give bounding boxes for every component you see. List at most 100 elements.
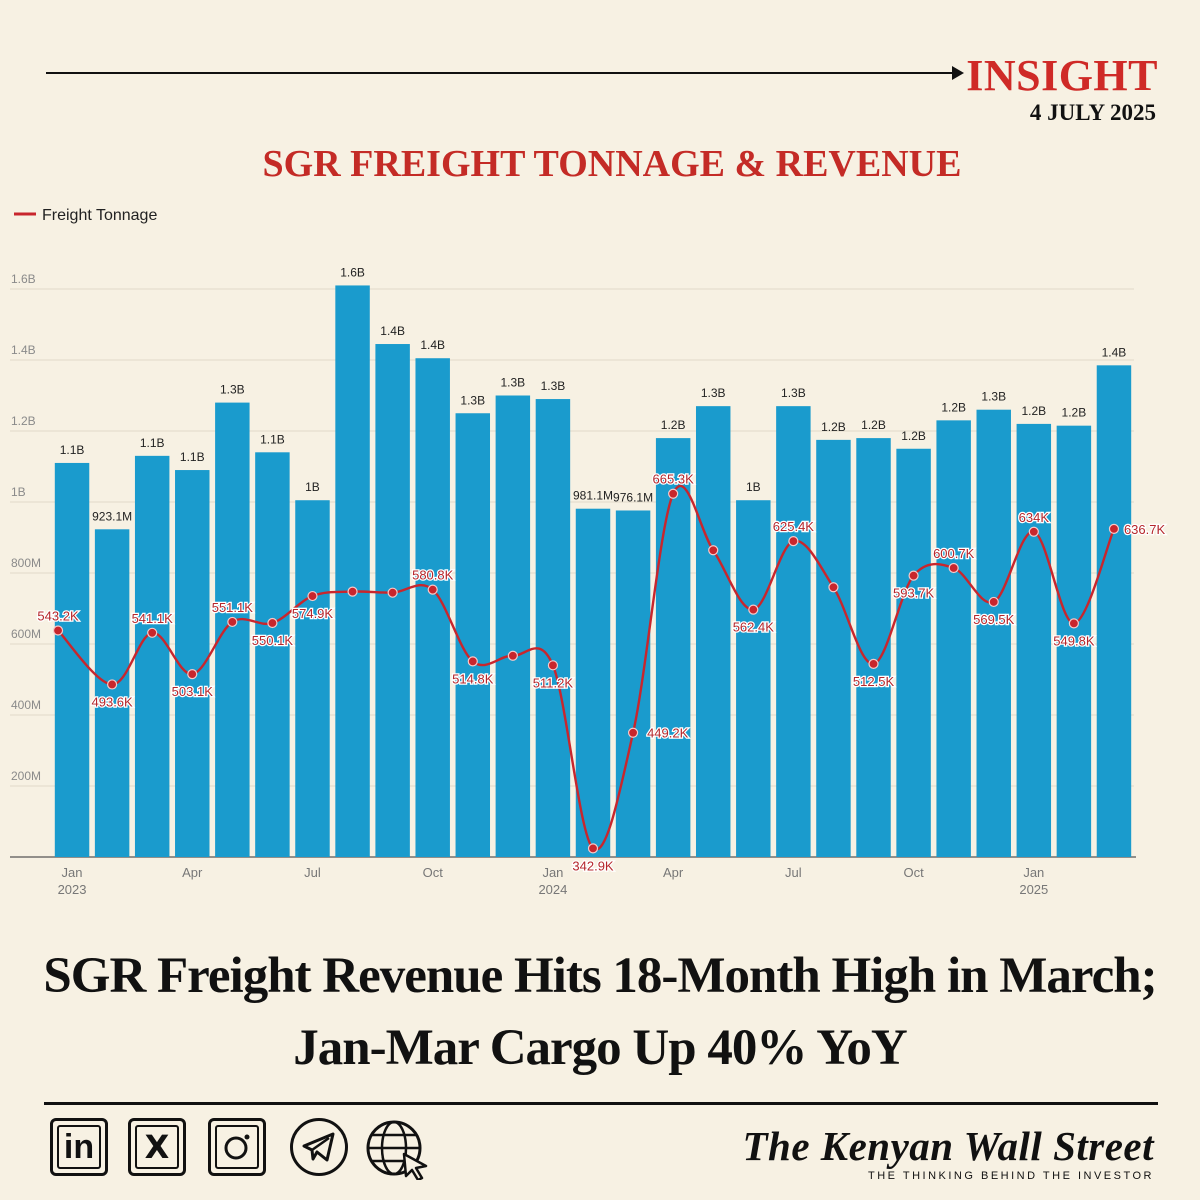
line-value-label: 511.2K <box>533 675 574 690</box>
legend: Freight Tonnage <box>14 207 157 224</box>
bar <box>94 529 130 857</box>
bar <box>896 448 931 857</box>
x-axis-ticks: Jan 2023 Apr Jul Oct Jan 2024 Apr Jul Oct Jan 2025 <box>58 865 1049 897</box>
x-tick-label: Oct <box>423 865 444 880</box>
line-data-labels: 543.2K 493.6K 541.1K 503.1K 551.1K 550.1K 574.… <box>36 470 1167 874</box>
bar-value-label: 1.2B <box>1021 404 1046 418</box>
line-value-label: 493.6K <box>92 694 134 709</box>
bar-value-label: 1.3B <box>541 379 566 393</box>
headline-line-2: Jan-Mar Cargo Up 40% YoY <box>293 1020 907 1076</box>
headline: SGR Freight Revenue Hits 18-Month High i… <box>0 940 1200 1084</box>
line-point <box>547 660 559 671</box>
bar-value-label: 1.6B <box>340 265 365 279</box>
line-point <box>507 650 518 661</box>
bar-value-label: 1.2B <box>661 418 686 432</box>
y-tick-label: 200M <box>11 769 41 783</box>
bar-value-label: 923.1M <box>92 509 132 523</box>
x-tick-label: Jan <box>62 865 83 880</box>
line-point <box>828 582 839 593</box>
bar <box>1096 365 1132 857</box>
line-point <box>908 570 919 581</box>
line-point <box>427 584 438 595</box>
telegram-icon[interactable] <box>290 1118 348 1176</box>
x-tick-label: Jan <box>1023 865 1044 880</box>
line-point <box>948 562 959 574</box>
line-point <box>467 656 478 667</box>
brand-name: The Kenyan Wall Street <box>742 1123 1154 1169</box>
chart-title: SGR FREIGHT TONNAGE & REVENUE <box>262 143 962 185</box>
line-value-label: 550.1K <box>252 633 294 648</box>
bar-value-label: 1.2B <box>821 420 846 434</box>
bar <box>335 285 370 857</box>
bar-value-label: 1.1B <box>180 450 205 464</box>
line-value-label: 514.8K <box>452 671 494 686</box>
line-point <box>868 658 879 670</box>
line-series <box>52 484 1120 854</box>
arrow-right-icon <box>952 66 964 80</box>
line-point <box>387 587 398 598</box>
instagram-icon[interactable] <box>208 1118 266 1176</box>
line-value-label: 541.1K <box>132 611 174 626</box>
bar <box>936 420 971 857</box>
bar-value-label: 1.3B <box>220 383 245 397</box>
bar-value-label: 1B <box>305 480 320 494</box>
bar-value-label: 1.3B <box>460 393 485 407</box>
brand-tagline: THE THINKING BEHIND THE INVESTOR <box>868 1170 1154 1182</box>
insight-label: INSIGHT <box>966 51 1158 100</box>
line-point <box>1068 618 1079 629</box>
line-point <box>627 727 639 738</box>
bar <box>615 510 651 857</box>
linkedin-icon[interactable]: in <box>50 1118 108 1176</box>
bar-value-label: 976.1M <box>613 490 653 504</box>
y-tick-label: 1B <box>11 485 26 499</box>
y-tick-label: 400M <box>11 698 41 712</box>
bar <box>816 439 851 857</box>
line-point <box>708 545 719 556</box>
instagram-glyph <box>215 1125 259 1169</box>
line-value-label: 569.5K <box>973 612 1015 627</box>
bar-value-label: 1.3B <box>781 386 806 400</box>
line-point <box>668 488 679 499</box>
line-value-label: 580.8K <box>412 568 454 583</box>
bar <box>215 402 250 857</box>
x-tick-year: 2023 <box>58 882 87 897</box>
bar <box>255 452 290 857</box>
x-tick-label: Apr <box>663 865 684 880</box>
bar-series <box>54 285 1132 857</box>
x-tick-label: Jul <box>304 865 321 880</box>
y-tick-label: 1.6B <box>11 272 36 286</box>
line-point <box>1108 523 1120 534</box>
bar-value-label: 1.4B <box>380 324 405 338</box>
line-value-label: 574.9K <box>292 606 334 621</box>
bar <box>736 500 771 857</box>
linkedin-glyph: in <box>57 1125 101 1169</box>
headline-line-1: SGR Freight Revenue Hits 18-Month High i… <box>43 948 1157 1004</box>
bar-value-label: 1.1B <box>140 436 165 450</box>
x-tick-year: 2025 <box>1019 882 1048 897</box>
y-tick-label: 1.2B <box>11 414 36 428</box>
line-point <box>347 586 358 597</box>
tonnage-line <box>57 484 1116 851</box>
line-value-label: 449.2K <box>647 726 689 741</box>
line-point <box>107 679 118 690</box>
line-value-label: 543.2K <box>37 609 79 624</box>
globe-web-icon[interactable] <box>364 1118 430 1182</box>
bar <box>1016 423 1052 857</box>
line-point <box>147 627 158 638</box>
top-rule <box>46 72 956 74</box>
bar-value-label: 1.3B <box>701 386 726 400</box>
bar-value-label: 1.3B <box>981 390 1006 404</box>
x-glyph: X <box>135 1125 179 1169</box>
bar <box>575 508 611 857</box>
x-tick-label: Oct <box>903 865 924 880</box>
line-point <box>267 617 278 629</box>
bar <box>655 438 691 857</box>
line-point <box>307 590 318 602</box>
line-value-label: 503.1K <box>172 684 214 699</box>
bar <box>375 344 410 857</box>
bar-value-label: 1.1B <box>260 432 285 446</box>
x-twitter-icon[interactable]: X <box>128 1118 186 1176</box>
bar-value-label: 1.4B <box>1102 345 1127 359</box>
combo-chart: 200M 400M 600M 800M 1B 1.2B 1.4B 1.6B 1.1B 923.1… <box>10 207 1167 897</box>
bar-value-label: 1.2B <box>1062 406 1087 420</box>
